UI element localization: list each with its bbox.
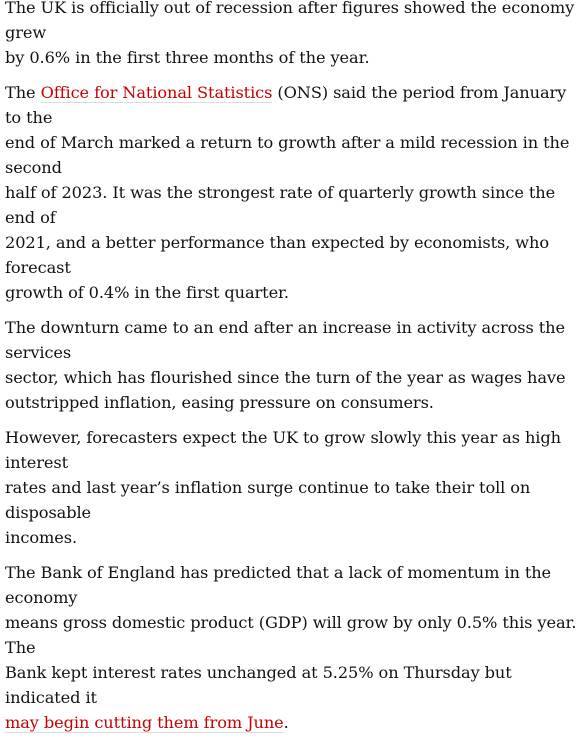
rate-cut-link[interactable]: may begin cutting them from June — [5, 713, 284, 733]
paragraph-text: . — [283, 713, 289, 732]
paragraph-recession-end: The UK is officially out of recession af… — [5, 0, 575, 67]
article-body: The UK is officially out of recession af… — [5, 0, 583, 745]
paragraph-text: The Bank of England has predicted that a… — [5, 563, 577, 707]
ons-link[interactable]: Office for National Statistics — [40, 83, 273, 103]
paragraph-downturn: The downturn came to an end after an inc… — [5, 318, 566, 412]
paragraph-text: The — [5, 83, 41, 102]
paragraph-text: (ONS) said the period from January to th… — [5, 83, 570, 302]
paragraph-forecasters: However, forecasters expect the UK to gr… — [5, 428, 561, 547]
paragraph-bank-of-england: The Bank of England has predicted that a… — [5, 560, 583, 735]
paragraph-ons-statement: The Office for National Statistics (ONS)… — [5, 80, 583, 305]
